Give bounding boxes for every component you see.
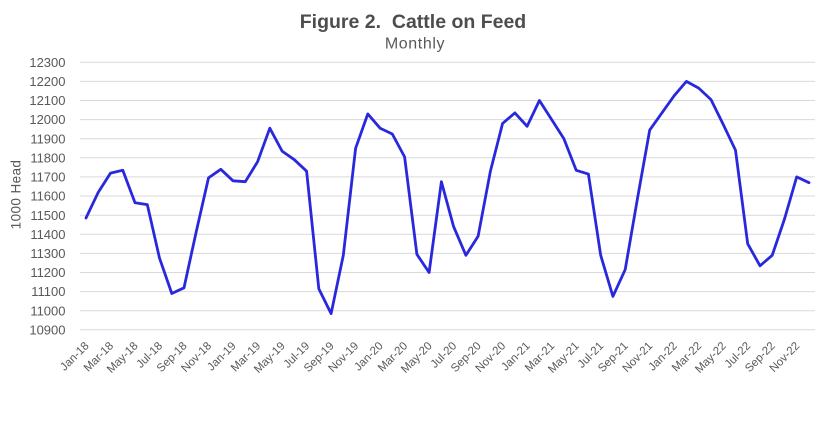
- svg-text:11200: 11200: [30, 265, 65, 280]
- svg-text:11800: 11800: [30, 150, 65, 165]
- svg-text:12200: 12200: [29, 74, 65, 89]
- svg-text:12300: 12300: [29, 55, 65, 70]
- svg-text:11000: 11000: [30, 303, 65, 318]
- svg-text:11500: 11500: [30, 208, 65, 223]
- svg-text:10900: 10900: [29, 322, 65, 337]
- svg-text:11300: 11300: [30, 246, 65, 261]
- svg-text:12100: 12100: [29, 93, 65, 108]
- svg-text:1000 Head: 1000 Head: [9, 160, 24, 230]
- svg-text:11700: 11700: [30, 170, 65, 185]
- svg-text:Figure 2. Cattle on Feed: Figure 2. Cattle on Feed: [300, 11, 526, 33]
- svg-text:12000: 12000: [29, 112, 65, 127]
- svg-text:11600: 11600: [30, 189, 65, 204]
- svg-text:11900: 11900: [30, 131, 65, 146]
- svg-text:11400: 11400: [30, 227, 65, 242]
- svg-text:11100: 11100: [31, 284, 65, 299]
- svg-text:Monthly: Monthly: [385, 36, 445, 53]
